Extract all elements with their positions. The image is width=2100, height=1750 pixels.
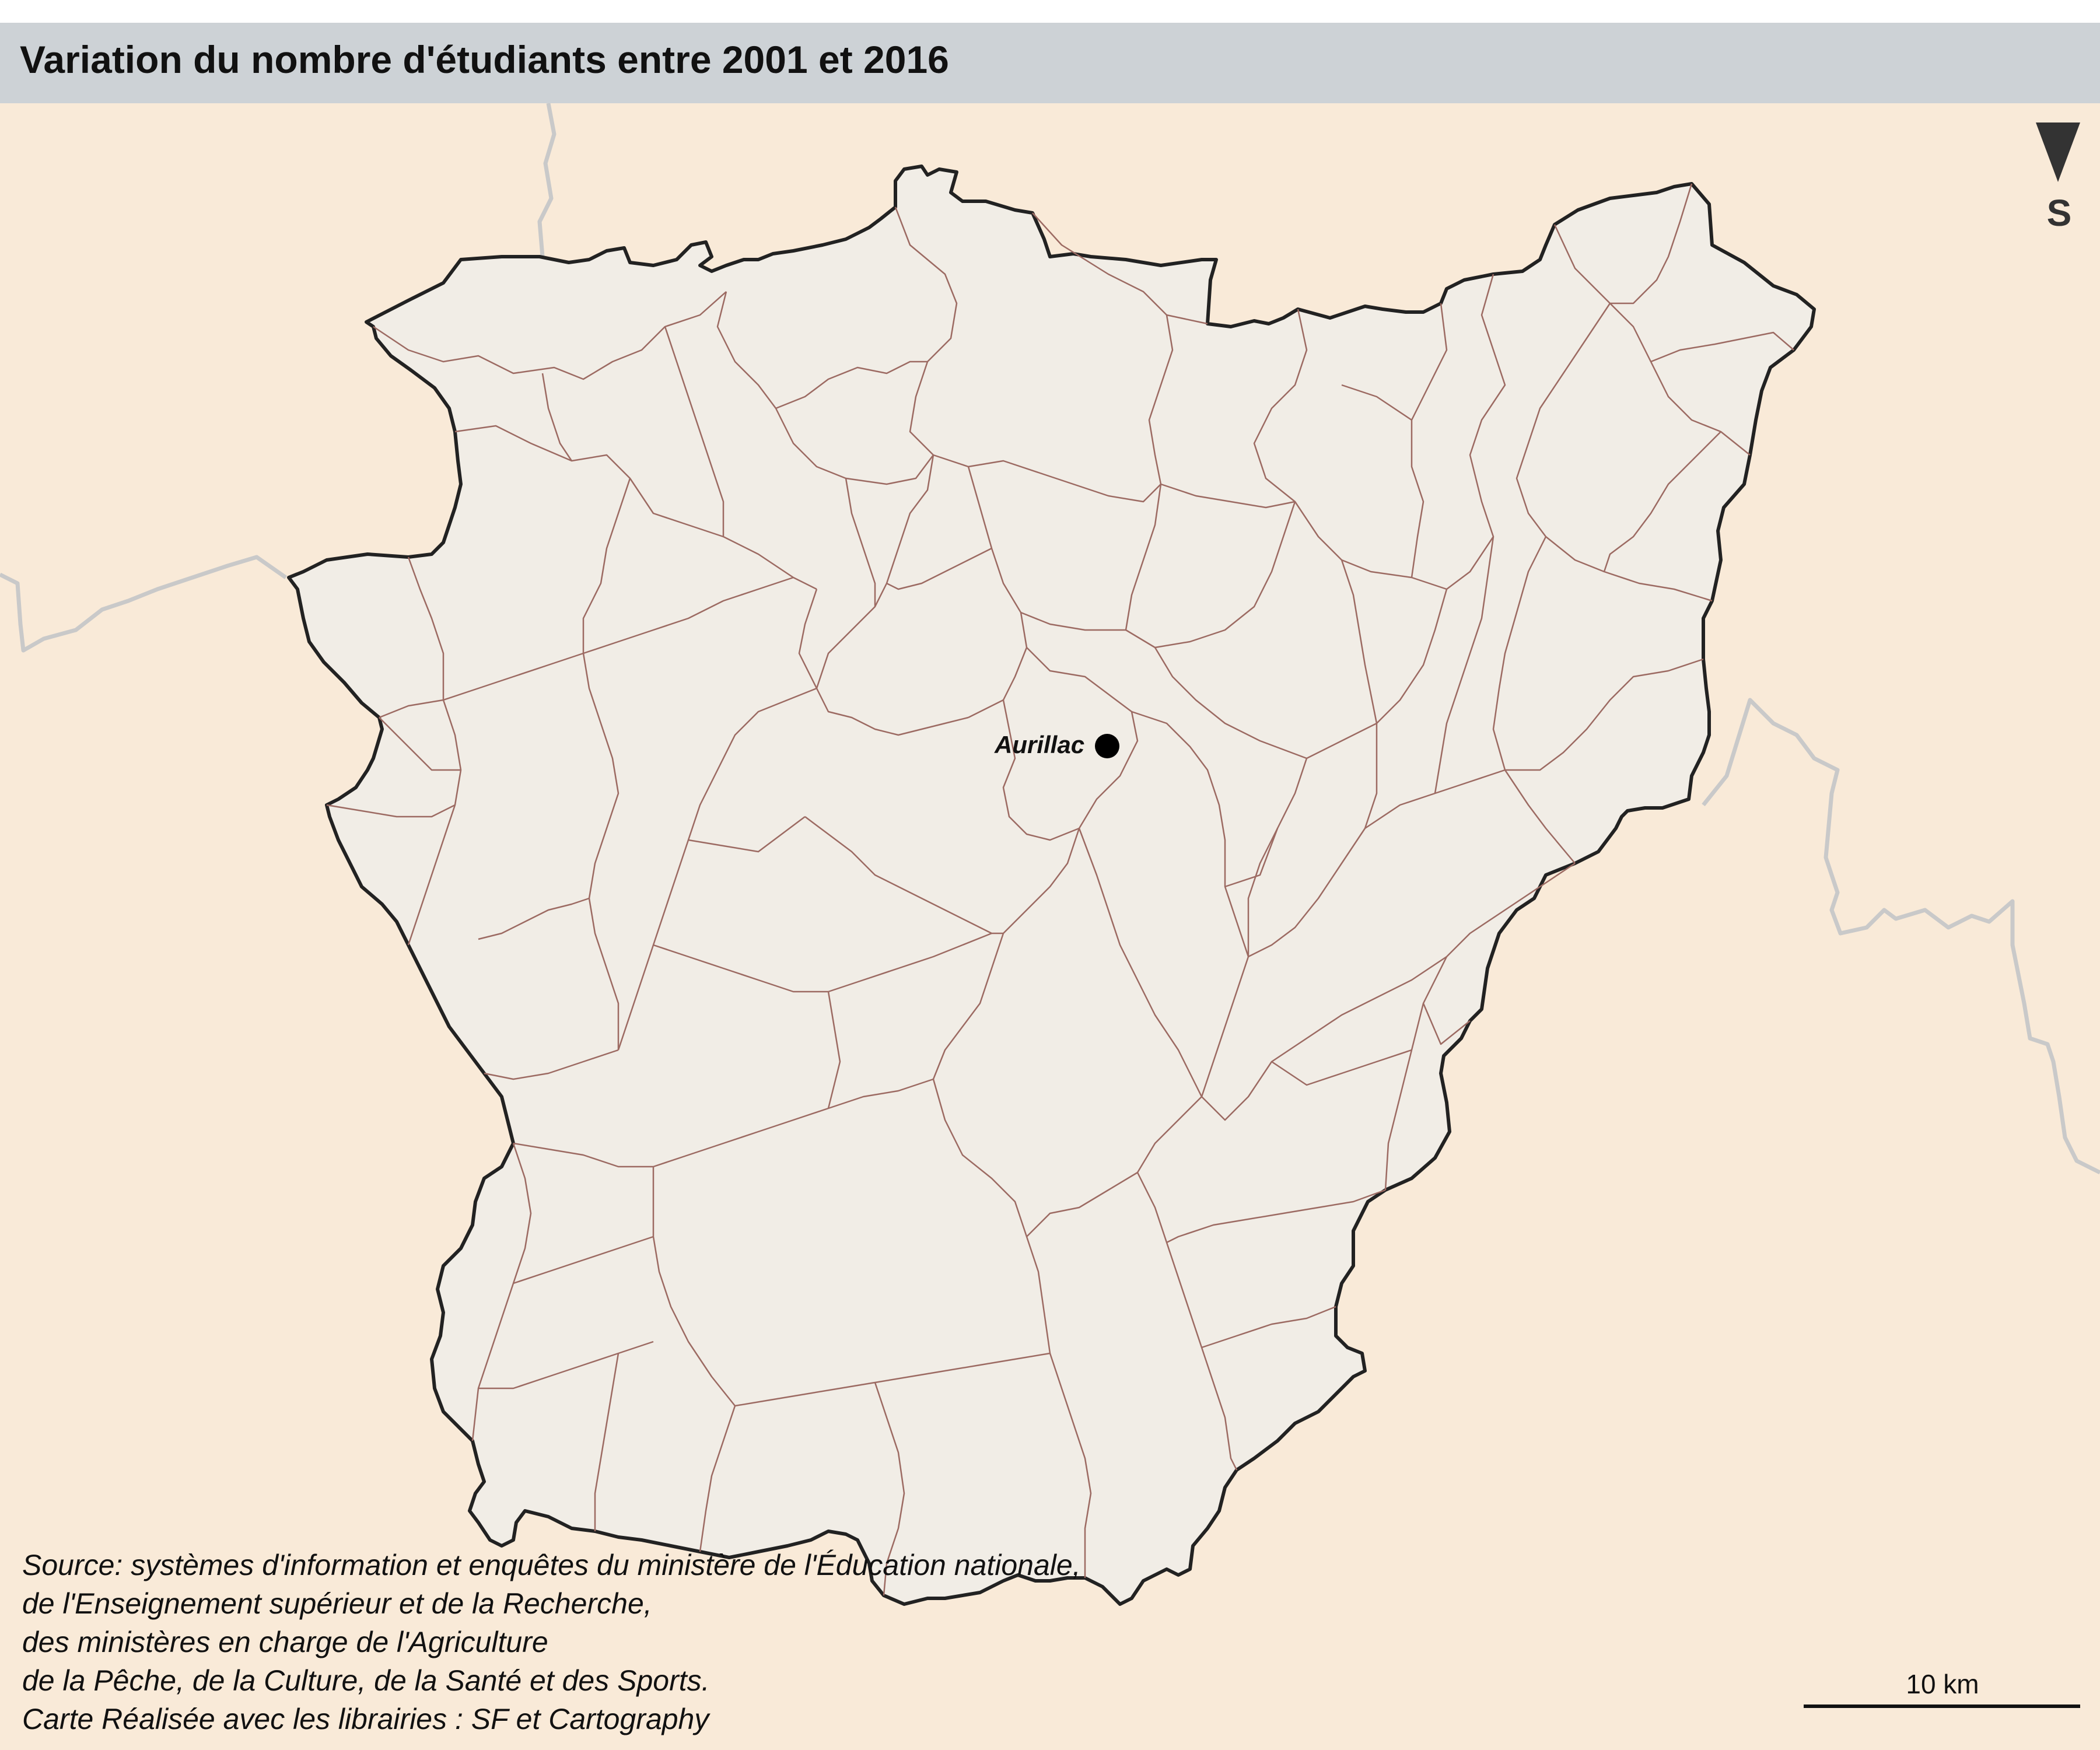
source-line: des ministères en charge de l'Agricultur…	[22, 1626, 548, 1658]
scale-bar-label: 10 km	[1906, 1669, 1979, 1699]
source-line: Carte Réalisée avec les librairies : SF …	[22, 1703, 709, 1735]
map-area[interactable]	[0, 103, 2100, 1750]
source-note: Source: systèmes d'information et enquêt…	[22, 1546, 1081, 1738]
source-line: de l'Enseignement supérieur et de la Rec…	[22, 1587, 652, 1620]
city-label-aurillac: Aurillac	[995, 731, 1085, 758]
scale-bar	[1804, 1704, 2080, 1708]
commune-boundaries	[326, 183, 1794, 1596]
title-bar	[0, 23, 2100, 103]
neighbor-boundary-west	[0, 555, 288, 653]
source-line: de la Pêche, de la Culture, de la Santé …	[22, 1664, 710, 1697]
neighbor-boundary-east	[1702, 698, 2100, 1175]
north-arrow-icon	[2036, 123, 2080, 182]
aurillac-point	[1095, 734, 1119, 758]
department-map[interactable]	[0, 103, 2100, 1750]
source-line: Source: systèmes d'information et enquêt…	[22, 1549, 1081, 1581]
north-arrow-label: S	[2046, 192, 2072, 234]
map-title: Variation du nombre d'étudiants entre 20…	[20, 38, 949, 81]
